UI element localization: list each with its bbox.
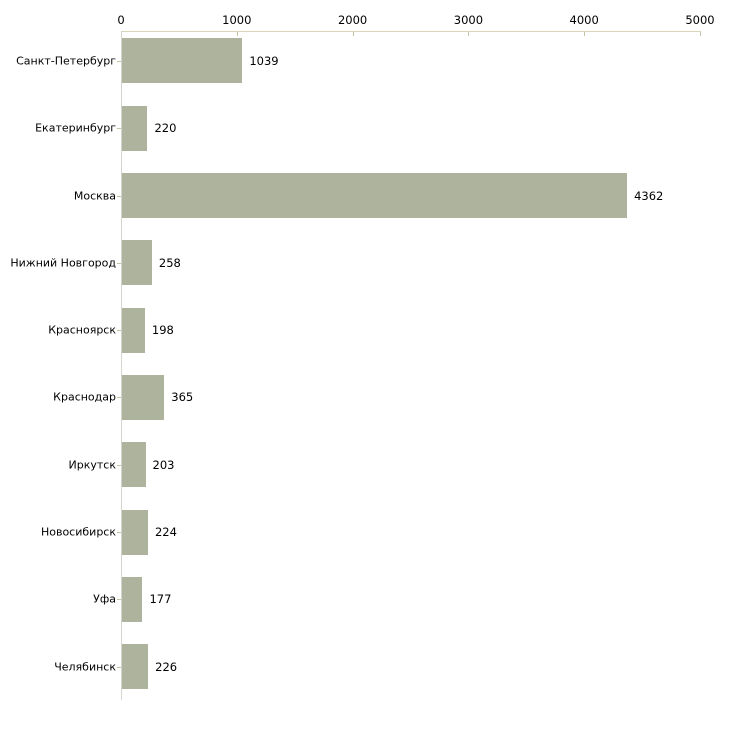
x-tick-mark [352,32,354,36]
category-label: Иркутск [68,458,116,472]
x-tick-mark [468,32,470,36]
category-label: Новосибирск [40,525,116,539]
value-label: 198 [151,323,174,338]
x-axis-line [121,31,701,32]
x-tick-label: 2000 [337,13,368,27]
y-tick-mark [117,397,121,399]
bar-7 [122,442,146,488]
x-tick-label: 5000 [685,13,715,27]
bar-9 [122,576,143,622]
bar-1 [122,38,243,84]
bar-6 [122,374,165,420]
y-tick-mark [117,599,121,601]
value-label: 4362 [634,188,664,203]
category-label: Нижний Новгород [10,256,116,270]
bar-8 [122,509,148,555]
category-label: Екатеринбург [35,121,116,135]
value-label: 224 [154,525,177,539]
value-label: 258 [158,255,181,270]
y-tick-mark [117,532,121,533]
category-label: Краснодар [53,390,116,404]
bar-3 [122,173,628,218]
x-tick-label: 1000 [222,13,252,27]
bar-4 [122,240,152,286]
y-tick-mark [117,262,121,264]
category-label: Москва [73,189,116,202]
y-tick-mark [117,666,121,668]
bar-5 [122,307,145,353]
x-tick-label: 3000 [453,13,484,27]
bar-2 [122,105,148,151]
x-tick-label: 0 [117,13,125,27]
bar-10 [122,644,149,690]
y-axis-line [121,31,122,700]
y-tick-mark [117,128,121,130]
x-tick-mark [584,32,586,36]
category-label: Красноярск [48,323,116,337]
value-label: 177 [149,592,172,607]
y-tick-mark [117,60,121,62]
x-tick-label: 4000 [569,13,599,27]
category-label: Санкт-Петербург [16,54,116,68]
value-label: 226 [155,659,178,674]
y-tick-mark [117,330,121,332]
value-label: 203 [152,457,175,472]
category-label: Уфа [93,592,116,606]
y-tick-mark [117,195,121,197]
value-label: 220 [154,121,177,136]
value-label: 1039 [249,53,279,68]
x-tick-mark [236,32,238,36]
category-label: Челябинск [54,660,116,674]
x-tick-mark [700,32,701,36]
value-label: 365 [171,390,194,405]
y-tick-mark [117,464,121,466]
